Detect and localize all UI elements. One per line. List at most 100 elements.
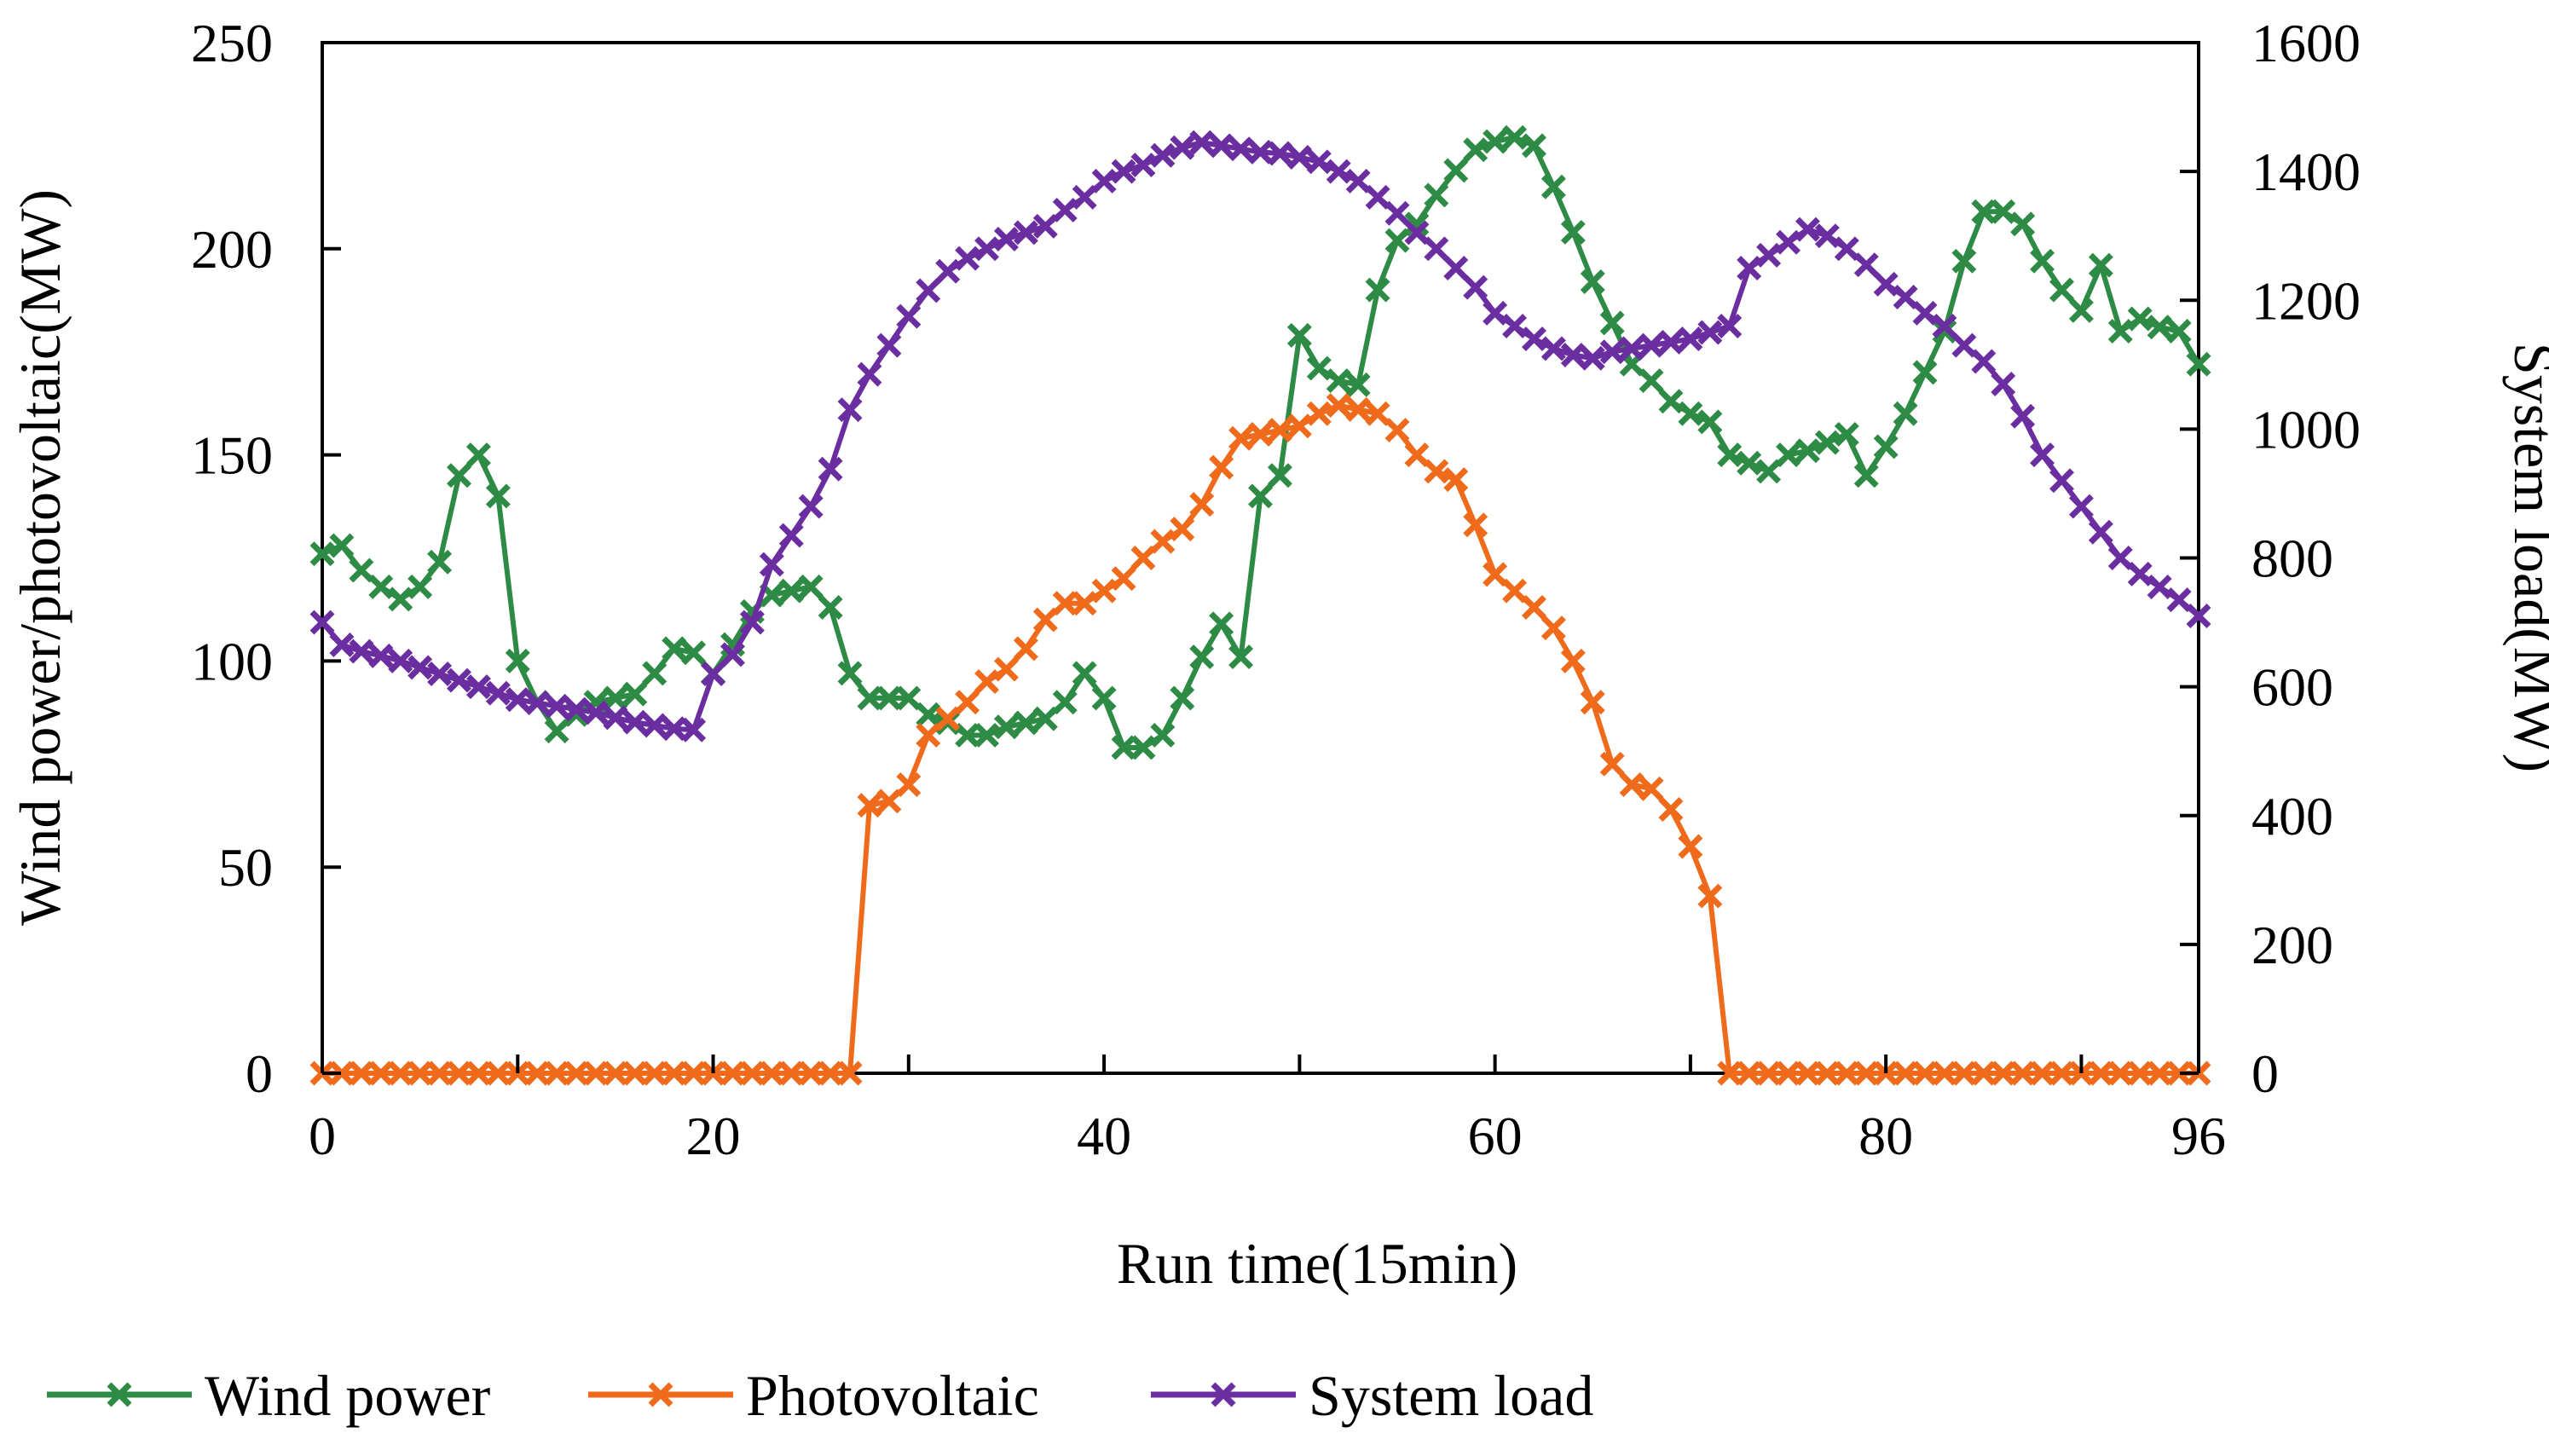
data-point-photovoltaic <box>1015 638 1036 659</box>
data-point-system-load <box>2052 471 2072 491</box>
data-point-system-load <box>977 239 997 259</box>
data-point-system-load <box>957 248 978 269</box>
data-point-system-load <box>899 306 919 326</box>
data-point-system-load <box>1523 329 1544 350</box>
data-point-wind-power <box>2052 280 2072 300</box>
y2-tick-label: 0 <box>2251 1043 2279 1104</box>
data-point-photovoltaic <box>1309 403 1329 424</box>
x-axis-title: Run time(15min) <box>1117 1231 1517 1296</box>
data-point-system-load <box>1974 351 1994 372</box>
y2-tick-label: 1200 <box>2251 270 2361 331</box>
legend-item-wind-power[interactable]: Wind power <box>47 1363 491 1428</box>
data-point-wind-power <box>1426 185 1447 205</box>
data-point-wind-power <box>1915 362 1935 383</box>
data-point-wind-power <box>1309 358 1329 378</box>
data-point-photovoltaic <box>1523 598 1544 618</box>
data-point-system-load <box>1954 335 1974 355</box>
y2-tick-label: 1400 <box>2251 142 2361 202</box>
data-point-system-load <box>781 525 801 546</box>
data-point-system-load <box>2169 590 2189 610</box>
data-point-system-load <box>1465 277 1486 298</box>
data-point-system-load <box>918 280 939 301</box>
data-point-wind-power <box>1876 436 1896 457</box>
data-point-system-load <box>1856 255 1876 275</box>
data-point-system-load <box>1505 315 1525 336</box>
data-point-photovoltaic <box>996 659 1016 679</box>
data-point-wind-power <box>1759 461 1779 482</box>
data-point-system-load <box>2110 548 2130 569</box>
data-point-photovoltaic <box>1505 581 1525 601</box>
data-point-photovoltaic <box>918 725 939 745</box>
data-point-system-load <box>1055 199 1075 220</box>
series-line-wind-power <box>321 135 2201 750</box>
data-point-photovoltaic <box>1113 569 1134 589</box>
data-point-photovoltaic <box>1426 461 1447 482</box>
y-axis-title: Wind power/photovoltaic(MW) <box>8 189 72 926</box>
data-point-wind-power <box>1192 647 1212 667</box>
data-point-photovoltaic <box>1211 457 1232 477</box>
data-point-wind-power <box>2071 300 2091 321</box>
data-point-wind-power <box>1720 445 1740 465</box>
y-tick-label: 150 <box>191 425 273 486</box>
data-point-system-load <box>1993 373 2014 394</box>
data-point-system-load <box>2013 406 2033 426</box>
data-point-system-load <box>2090 522 2111 542</box>
y2-axis-title: System load(MW) <box>2502 343 2549 772</box>
data-point-photovoltaic <box>1446 470 1466 490</box>
data-point-wind-power <box>546 721 567 742</box>
data-point-wind-power <box>1172 688 1193 708</box>
data-point-system-load <box>1915 303 1935 323</box>
data-point-photovoltaic <box>1094 581 1114 601</box>
legend-item-system-load[interactable]: System load <box>1151 1363 1593 1428</box>
data-point-system-load <box>2149 577 2170 598</box>
y2-tick-label: 200 <box>2251 915 2333 975</box>
data-point-system-load <box>1446 257 1466 278</box>
data-point-wind-power <box>1582 271 1603 292</box>
y-tick-label: 250 <box>191 13 273 73</box>
data-point-wind-power <box>1523 136 1544 156</box>
data-point-system-load <box>1074 187 1095 207</box>
x-tick-label: 96 <box>2171 1106 2226 1166</box>
data-point-system-load <box>1759 245 1779 265</box>
data-point-photovoltaic <box>1407 445 1427 465</box>
legend-label-wind-power: Wind power <box>205 1363 491 1428</box>
data-point-system-load <box>1836 239 1857 259</box>
data-point-wind-power <box>1602 313 1622 333</box>
y-tick-label: 100 <box>191 631 273 691</box>
data-point-system-load <box>859 364 880 384</box>
data-point-wind-power <box>1817 432 1837 453</box>
data-point-photovoltaic <box>1543 618 1564 638</box>
data-point-system-load <box>879 335 899 355</box>
data-point-wind-power <box>1895 403 1916 424</box>
data-point-photovoltaic <box>1563 650 1583 671</box>
data-point-system-load <box>938 261 958 281</box>
data-point-wind-power <box>1680 403 1701 424</box>
legend-label-system-load: System load <box>1309 1363 1593 1428</box>
x-tick-label: 80 <box>1858 1106 1913 1166</box>
data-point-system-load <box>1387 203 1407 223</box>
x-tick-label: 60 <box>1468 1106 1523 1166</box>
legend-item-photovoltaic[interactable]: Photovoltaic <box>588 1363 1039 1428</box>
data-point-wind-power <box>1641 371 1662 391</box>
data-point-wind-power <box>1739 453 1760 473</box>
y2-tick-label: 1600 <box>2251 13 2361 73</box>
data-point-wind-power <box>1661 391 1681 412</box>
data-point-photovoltaic <box>957 692 978 713</box>
data-point-wind-power <box>1153 725 1173 745</box>
data-point-system-load <box>1348 170 1368 191</box>
legend-label-photovoltaic: Photovoltaic <box>746 1363 1039 1428</box>
data-point-system-load <box>1895 286 1916 307</box>
x-tick-label: 0 <box>309 1106 336 1166</box>
data-point-photovoltaic <box>1172 519 1193 540</box>
y-tick-label: 0 <box>246 1043 273 1104</box>
data-point-photovoltaic <box>1387 420 1407 441</box>
data-point-wind-power <box>390 589 411 610</box>
data-point-wind-power <box>1446 160 1466 181</box>
y2-tick-label: 800 <box>2251 529 2333 589</box>
y2-tick-label: 1000 <box>2251 399 2361 459</box>
y2-tick-label: 400 <box>2251 786 2333 846</box>
data-point-photovoltaic <box>1035 610 1055 630</box>
data-point-wind-power <box>1836 424 1857 444</box>
legend: Wind power Photovoltaic System load <box>47 1363 1593 1428</box>
